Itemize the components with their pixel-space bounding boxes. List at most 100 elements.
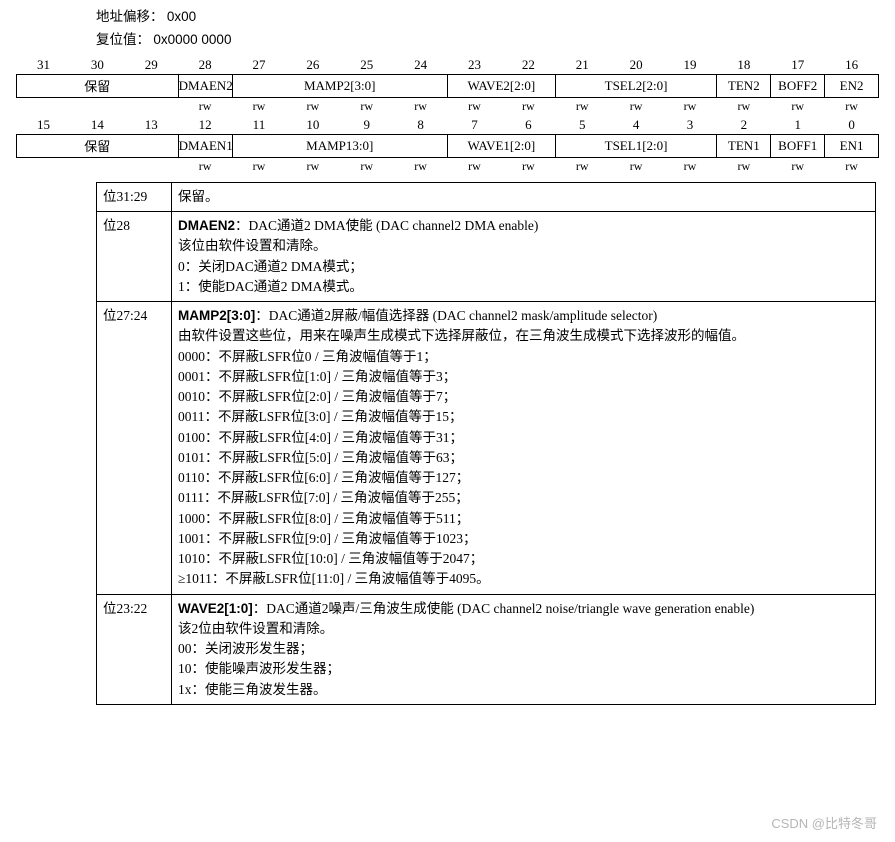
bits-col: 位31:29 — [97, 182, 172, 211]
rw: rw — [501, 157, 555, 176]
bitnum: 29 — [124, 56, 178, 75]
bitnum: 31 — [17, 56, 71, 75]
register-layout-high: 31 30 29 28 27 26 25 24 23 22 21 20 19 1… — [16, 56, 879, 176]
field-tsel2: TSEL2[2:0] — [555, 74, 717, 97]
bits-col: 位23:22 — [97, 594, 172, 704]
bitnum: 13 — [124, 116, 178, 135]
desc-line: 0000：不屏蔽LSFR位0 / 三角波幅值等于1； — [178, 349, 437, 364]
rw: rw — [286, 97, 340, 116]
bitnum: 28 — [178, 56, 232, 75]
rw: rw — [448, 97, 502, 116]
desc-line: 0110：不屏蔽LSFR位[6:0] / 三角波幅值等于127； — [178, 470, 469, 485]
reset-value: 0x0000 0000 — [153, 32, 231, 47]
bitnum: 3 — [663, 116, 717, 135]
rw: rw — [771, 157, 825, 176]
rw: rw — [717, 157, 771, 176]
desc-col: MAMP2[3:0]：DAC通道2屏蔽/幅值选择器 (DAC channel2 … — [172, 302, 876, 595]
field-title: ：DAC通道2噪声/三角波生成使能 (DAC channel2 noise/tr… — [253, 601, 755, 616]
rw-low: rw rw rw rw rw rw rw rw rw rw rw rw rw — [17, 157, 879, 176]
field-reserved: 保留 — [17, 74, 179, 97]
rw: rw — [825, 97, 879, 116]
desc-line: 0：关闭DAC通道2 DMA模式； — [178, 259, 363, 274]
bitnum: 22 — [501, 56, 555, 75]
rw: rw — [609, 157, 663, 176]
bitnum: 11 — [232, 116, 286, 135]
desc-col: WAVE2[1:0]：DAC通道2噪声/三角波生成使能 (DAC channel… — [172, 594, 876, 704]
rw: rw — [555, 97, 609, 116]
field-name: MAMP2[3:0] — [178, 308, 255, 323]
rw: rw — [501, 97, 555, 116]
rw: rw — [286, 157, 340, 176]
field-tsel1: TSEL1[2:0] — [555, 134, 717, 157]
rw: rw — [448, 157, 502, 176]
desc-line: 1001：不屏蔽LSFR位[9:0] / 三角波幅值等于1023； — [178, 531, 477, 546]
desc-line: 1x：使能三角波发生器。 — [178, 682, 327, 697]
field-en2: EN2 — [825, 74, 879, 97]
field-wave1: WAVE1[2:0] — [448, 134, 556, 157]
desc-col: 保留。 — [172, 182, 876, 211]
bitnum: 4 — [609, 116, 663, 135]
desc-line: 00：关闭波形发生器； — [178, 641, 313, 656]
field-reserved: 保留 — [17, 134, 179, 157]
field-wave2: WAVE2[2:0] — [448, 74, 556, 97]
watermark: CSDN @比特冬哥 — [771, 813, 877, 832]
desc-line: 0111：不屏蔽LSFR位[7:0] / 三角波幅值等于255； — [178, 490, 469, 505]
fields-high: 保留 DMAEN2 MAMP2[3:0] WAVE2[2:0] TSEL2[2:… — [17, 74, 879, 97]
desc-line: 0011：不屏蔽LSFR位[3:0] / 三角波幅值等于15； — [178, 409, 463, 424]
rw: rw — [394, 97, 448, 116]
field-name: DMAEN2 — [178, 218, 235, 233]
bitnum: 30 — [70, 56, 124, 75]
bit-description-table: 位31:29 保留。 位28 DMAEN2：DAC通道2 DMA使能 (DAC … — [96, 182, 876, 705]
bitnum: 24 — [394, 56, 448, 75]
field-dmaen2: DMAEN2 — [178, 74, 232, 97]
rw-high: rw rw rw rw rw rw rw rw rw rw rw rw rw — [17, 97, 879, 116]
desc-line: 0101：不屏蔽LSFR位[5:0] / 三角波幅值等于63； — [178, 450, 463, 465]
desc-line: 该2位由软件设置和清除。 — [178, 621, 333, 636]
rw: rw — [663, 157, 717, 176]
table-row: 位23:22 WAVE2[1:0]：DAC通道2噪声/三角波生成使能 (DAC … — [97, 594, 876, 704]
bitnum: 5 — [555, 116, 609, 135]
bitnum: 20 — [609, 56, 663, 75]
bits-col: 位27:24 — [97, 302, 172, 595]
field-boff1: BOFF1 — [771, 134, 825, 157]
bitnum: 19 — [663, 56, 717, 75]
bit-numbers-low: 15 14 13 12 11 10 9 8 7 6 5 4 3 2 1 0 — [17, 116, 879, 135]
bitnum: 6 — [501, 116, 555, 135]
desc-line: 1：使能DAC通道2 DMA模式。 — [178, 279, 363, 294]
rw: rw — [178, 157, 232, 176]
field-title: ：DAC通道2屏蔽/幅值选择器 (DAC channel2 mask/ampli… — [255, 308, 657, 323]
bitnum: 2 — [717, 116, 771, 135]
reset-label: 复位值： — [96, 32, 150, 47]
bitnum: 9 — [340, 116, 394, 135]
table-row: 位28 DMAEN2：DAC通道2 DMA使能 (DAC channel2 DM… — [97, 212, 876, 302]
rw: rw — [609, 97, 663, 116]
rw: rw — [663, 97, 717, 116]
bitnum: 27 — [232, 56, 286, 75]
bitnum: 14 — [70, 116, 124, 135]
bitnum: 0 — [825, 116, 879, 135]
bitnum: 25 — [340, 56, 394, 75]
rw: rw — [717, 97, 771, 116]
rw: rw — [340, 97, 394, 116]
desc-line: 0100：不屏蔽LSFR位[4:0] / 三角波幅值等于31； — [178, 430, 463, 445]
table-row: 位27:24 MAMP2[3:0]：DAC通道2屏蔽/幅值选择器 (DAC ch… — [97, 302, 876, 595]
field-dmaen1: DMAEN1 — [178, 134, 232, 157]
bitnum: 16 — [825, 56, 879, 75]
rw: rw — [825, 157, 879, 176]
bitnum: 15 — [17, 116, 71, 135]
rw: rw — [232, 157, 286, 176]
field-ten1: TEN1 — [717, 134, 771, 157]
field-mamp1: MAMP13:0] — [232, 134, 448, 157]
field-ten2: TEN2 — [717, 74, 771, 97]
table-row: 位31:29 保留。 — [97, 182, 876, 211]
bitnum: 18 — [717, 56, 771, 75]
rw: rw — [771, 97, 825, 116]
desc-line: 1000：不屏蔽LSFR位[8:0] / 三角波幅值等于511； — [178, 511, 469, 526]
addr-offset-value: 0x00 — [167, 9, 196, 24]
bitnum: 21 — [555, 56, 609, 75]
bitnum: 17 — [771, 56, 825, 75]
desc-line: 1010：不屏蔽LSFR位[10:0] / 三角波幅值等于2047； — [178, 551, 483, 566]
desc-line: 0001：不屏蔽LSFR位[1:0] / 三角波幅值等于3； — [178, 369, 456, 384]
field-en1: EN1 — [825, 134, 879, 157]
field-boff2: BOFF2 — [771, 74, 825, 97]
